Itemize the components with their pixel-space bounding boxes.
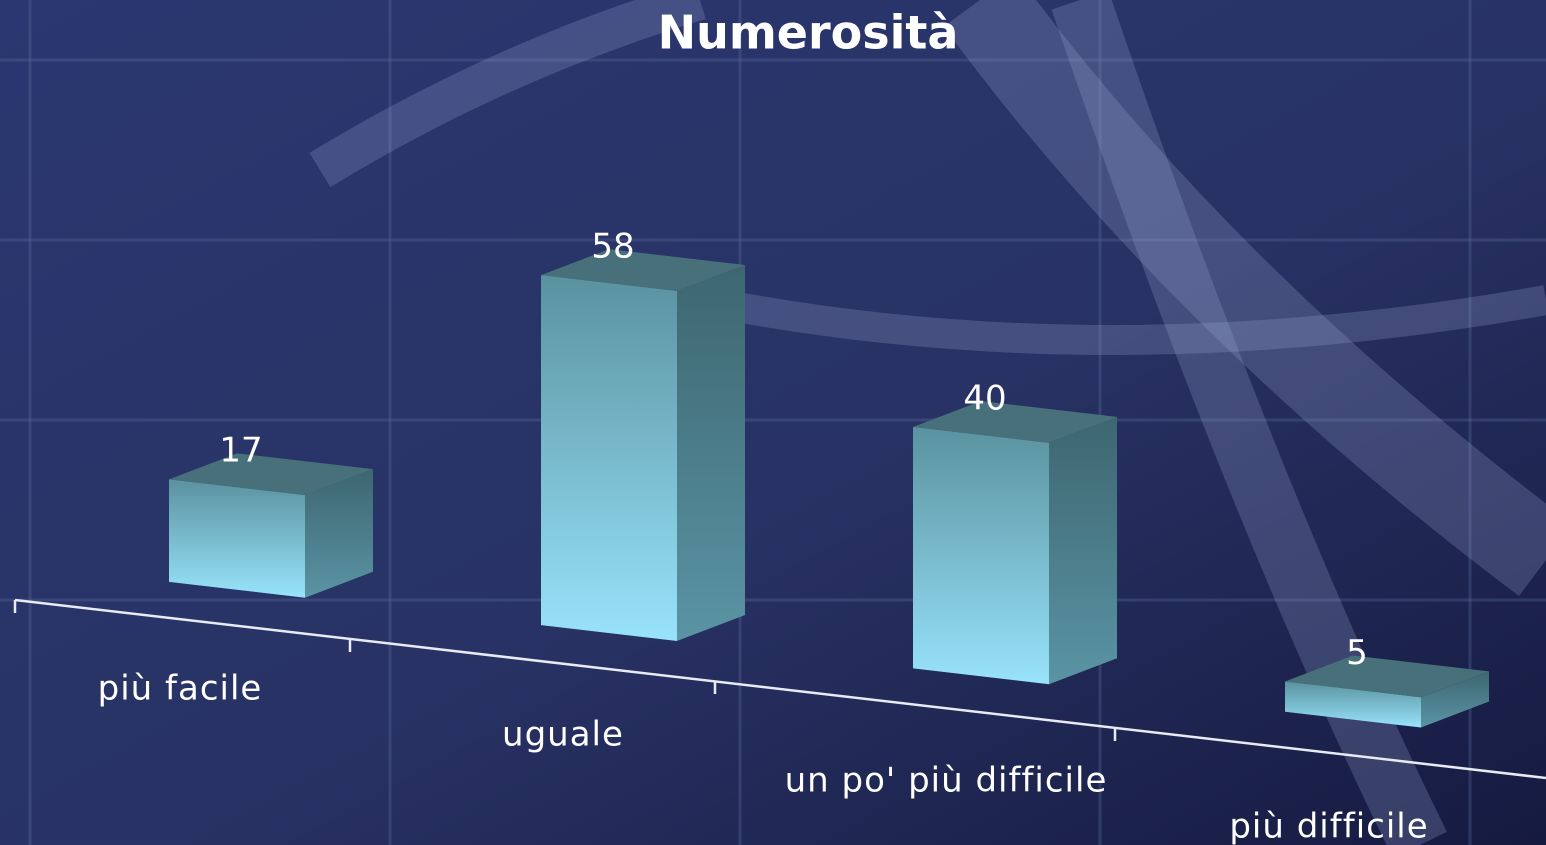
bar <box>913 427 1049 685</box>
bar-top <box>169 453 373 496</box>
bar-side <box>1049 416 1117 685</box>
value-label: 40 <box>963 378 1006 418</box>
value-label: 58 <box>591 227 634 267</box>
bar-side <box>677 264 745 641</box>
x-tick-label: uguale <box>502 715 624 755</box>
background-swoosh <box>309 0 1546 845</box>
bar-top <box>541 249 745 291</box>
bar-top <box>1285 655 1489 698</box>
value-label: 17 <box>219 431 262 471</box>
bar-side <box>1421 671 1489 728</box>
x-tick-label: più difficile <box>1229 807 1428 845</box>
axis-ticks <box>13 600 1117 741</box>
bar-top <box>913 401 1117 443</box>
x-tick-label: un po' più difficile <box>785 761 1108 801</box>
chart-title: Numerosità <box>658 6 959 60</box>
x-tick-label: più facile <box>98 669 263 709</box>
bar-side <box>305 469 373 598</box>
bar <box>1285 681 1421 728</box>
value-label: 5 <box>1346 633 1368 673</box>
bar <box>169 479 305 598</box>
baseline <box>14 598 1546 780</box>
bar <box>541 275 677 641</box>
